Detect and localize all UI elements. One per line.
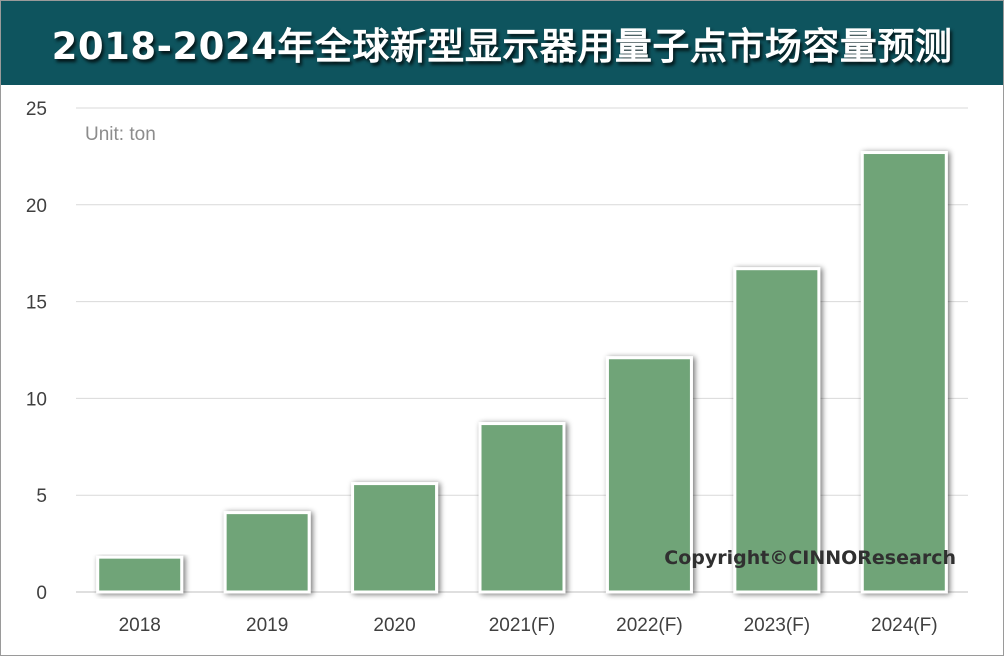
y-tick-label: 15	[26, 293, 47, 314]
copyright-text: Copyright©CINNOResearch	[664, 547, 956, 569]
x-tick-label: 2024(F)	[871, 615, 938, 636]
chart-title: 2018-2024年全球新型显示器用量子点市场容量预测	[51, 25, 953, 68]
bar-2022(F)	[605, 356, 693, 594]
bar-2018	[96, 555, 184, 594]
bar-chart: 0 5 10 15 20 25 2018 2019 2020 2021(F) 2022(F) 202…	[26, 99, 968, 636]
bar-2023(F)	[733, 267, 821, 594]
x-axis-ticks: 2018 2019 2020 2021(F) 2022(F) 2023(F) 2024(F)	[119, 615, 938, 636]
x-tick-label: 2019	[246, 615, 288, 636]
y-tick-label: 0	[36, 583, 47, 604]
unit-label: Unit: ton	[85, 124, 156, 145]
y-tick-label: 10	[26, 389, 47, 410]
y-axis-ticks: 0 5 10 15 20 25	[26, 99, 47, 604]
bar-2021(F)	[478, 422, 566, 594]
x-tick-label: 2022(F)	[616, 615, 683, 636]
bars	[96, 151, 948, 594]
y-tick-label: 20	[26, 196, 47, 217]
bar-2020	[351, 482, 439, 594]
y-tick-label: 5	[36, 486, 47, 507]
title-bar: 2018-2024年全球新型显示器用量子点市场容量预测	[1, 1, 1003, 85]
x-tick-label: 2018	[119, 615, 161, 636]
bar-2019	[223, 511, 311, 594]
y-tick-label: 25	[26, 99, 47, 120]
x-tick-label: 2023(F)	[744, 615, 811, 636]
bar-2024(F)	[860, 151, 948, 594]
x-tick-label: 2020	[373, 615, 415, 636]
x-tick-label: 2021(F)	[489, 615, 556, 636]
